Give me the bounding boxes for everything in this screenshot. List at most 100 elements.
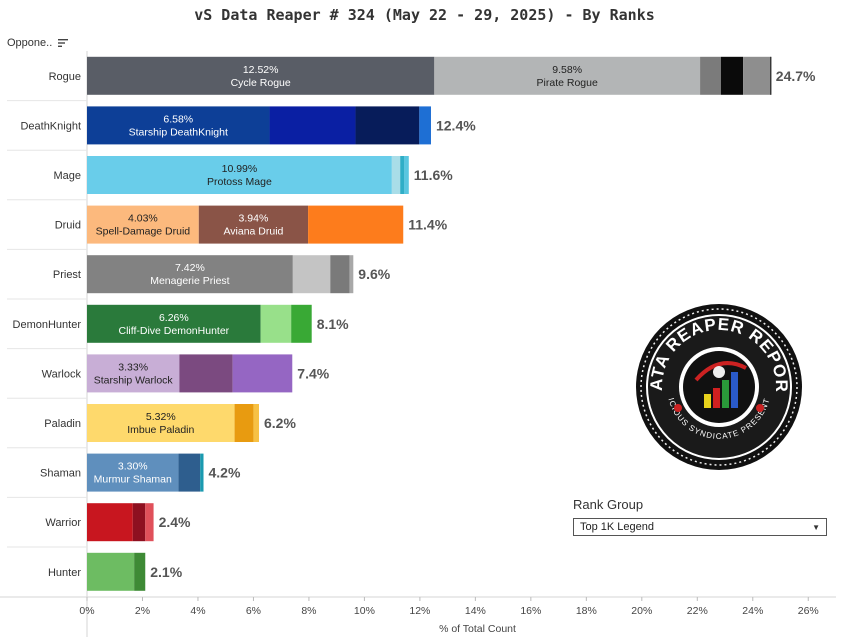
x-tick-label: 16%	[520, 605, 541, 617]
x-tick-label: 0%	[79, 605, 94, 617]
total-label-druid: 11.4%	[408, 217, 447, 233]
bar-segment-deathknight-3	[419, 106, 431, 145]
bar-segment-mage-1	[391, 156, 401, 194]
x-tick-label: 10%	[354, 605, 375, 617]
data-label-value: 4.03%	[128, 213, 158, 225]
bar-segment-mage-0	[87, 156, 392, 194]
bar-segment-mage-2	[400, 156, 405, 194]
bar-segment-priest-1	[292, 255, 331, 294]
category-label-druid: Druid	[55, 220, 81, 232]
total-label-hunter: 2.1%	[150, 564, 182, 580]
data-label-archetype: Protoss Mage	[207, 176, 272, 188]
x-tick-label: 8%	[301, 605, 316, 617]
bar-segment-shaman-2	[200, 453, 204, 492]
data-label-value: 9.58%	[552, 64, 582, 76]
category-label-rogue: Rogue	[49, 71, 81, 83]
bar-segment-warrior-2	[145, 503, 154, 542]
data-label-value: 12.52%	[243, 64, 279, 76]
data-label-value: 7.42%	[175, 262, 205, 274]
data-label-value: 3.30%	[118, 461, 148, 473]
bar-segment-paladin-0	[87, 404, 235, 442]
data-label-archetype: Murmur Shaman	[94, 474, 172, 486]
data-label-archetype: Cliff-Dive DemonHunter	[118, 325, 229, 337]
data-label-value: 6.58%	[163, 113, 193, 125]
total-label-rogue: 24.7%	[776, 68, 816, 84]
total-label-warrior: 2.4%	[159, 514, 191, 530]
x-tick-label: 14%	[465, 605, 486, 617]
bar-segment-warrior-0	[87, 503, 133, 542]
data-label-archetype: Spell-Damage Druid	[96, 226, 191, 238]
bar-segment-demonhunter-1	[260, 304, 292, 343]
category-label-paladin: Paladin	[44, 418, 81, 430]
data-label-value: 5.32%	[146, 411, 176, 423]
category-label-demonhunter: DemonHunter	[13, 319, 82, 331]
bar-segment-warlock-0	[87, 354, 180, 393]
chevron-down-icon: ▼	[812, 522, 820, 532]
data-label-value: 3.33%	[118, 361, 148, 373]
rank-group-title: Rank Group	[573, 497, 644, 512]
data-label-archetype: Starship Warlock	[94, 374, 174, 386]
x-tick-label: 20%	[631, 605, 652, 617]
total-label-shaman: 4.2%	[209, 465, 241, 481]
total-label-deathknight: 12.4%	[436, 117, 476, 133]
bar-segment-hunter-1	[134, 552, 146, 591]
category-label-warrior: Warrior	[45, 517, 81, 529]
total-label-demonhunter: 8.1%	[317, 316, 349, 332]
x-tick-label: 22%	[687, 605, 708, 617]
bar-segment-shaman-1	[178, 453, 201, 492]
total-label-priest: 9.6%	[358, 266, 390, 282]
bar-segment-demonhunter-2	[291, 304, 312, 343]
x-axis-title: % of Total Count	[439, 623, 516, 635]
category-label-priest: Priest	[53, 269, 81, 281]
bar-segment-warlock-1	[179, 354, 233, 393]
bar-segment-rogue-1	[434, 56, 701, 95]
x-tick-label: 24%	[742, 605, 763, 617]
bar-segment-hunter-0	[87, 552, 135, 591]
bar-segment-rogue-0	[87, 56, 435, 95]
category-label-warlock: Warlock	[42, 368, 82, 380]
bar-segment-priest-0	[87, 255, 293, 294]
bar-segment-warrior-1	[132, 503, 146, 542]
chart-title: vS Data Reaper # 324 (May 22 - 29, 2025)…	[194, 6, 655, 24]
sort-icon[interactable]	[58, 38, 70, 48]
total-label-paladin: 6.2%	[264, 415, 296, 431]
bar-segment-mage-3	[404, 156, 409, 194]
x-tick-label: 12%	[409, 605, 430, 617]
category-label-mage: Mage	[53, 170, 81, 182]
bar-segment-priest-2	[330, 255, 350, 294]
bar-segment-druid-2	[308, 205, 404, 244]
bar-segment-deathknight-2	[355, 106, 420, 145]
x-tick-label: 4%	[190, 605, 205, 617]
data-label-value: 6.26%	[159, 312, 189, 324]
category-label-deathknight: DeathKnight	[20, 120, 81, 132]
total-label-warlock: 7.4%	[297, 365, 329, 381]
data-label-archetype: Aviana Druid	[223, 226, 283, 238]
bar-segment-rogue-3	[720, 56, 744, 95]
data-label-archetype: Pirate Rogue	[537, 77, 598, 89]
data-label-archetype: Imbue Paladin	[127, 424, 194, 436]
x-tick-label: 18%	[576, 605, 597, 617]
x-tick-label: 26%	[798, 605, 819, 617]
rank-group-filter: Rank Group Top 1K Legend ▼	[573, 497, 827, 536]
x-tick-label: 2%	[135, 605, 150, 617]
x-tick-label: 6%	[246, 605, 261, 617]
bar-segment-shaman-0	[87, 453, 179, 492]
bar-segment-paladin-2	[253, 404, 259, 442]
bar-segment-druid-0	[87, 205, 199, 244]
data-label-archetype: Cycle Rogue	[231, 77, 291, 89]
bar-segment-rogue-4	[743, 56, 771, 95]
rank-group-dropdown[interactable]: Top 1K Legend ▼	[573, 518, 827, 536]
bar-segment-warlock-2	[232, 354, 293, 393]
bar-segment-druid-1	[198, 205, 309, 244]
axis-header-label: Oppone..	[7, 37, 53, 49]
rank-group-selected-value: Top 1K Legend	[580, 521, 655, 533]
bar-segment-priest-3	[349, 255, 354, 294]
bar-segment-deathknight-1	[269, 106, 356, 145]
category-label-shaman: Shaman	[40, 468, 81, 480]
axis-header: Oppone..	[7, 37, 70, 49]
category-label-hunter: Hunter	[48, 567, 81, 579]
bar-segment-demonhunter-0	[87, 304, 261, 343]
data-label-archetype: Menagerie Priest	[150, 275, 229, 287]
data-label-value: 3.94%	[239, 213, 269, 225]
